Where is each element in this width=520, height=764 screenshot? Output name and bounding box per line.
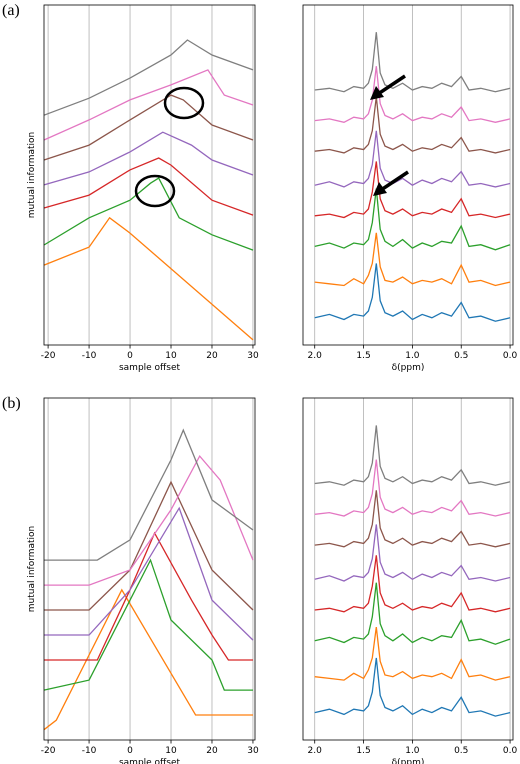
- x-tick-label: 20: [206, 746, 218, 756]
- series-line: [44, 506, 254, 641]
- series-line: [43, 69, 254, 141]
- x-tick-label: 0: [127, 746, 133, 756]
- series-line: [314, 161, 511, 219]
- series-line: [43, 177, 254, 251]
- x-tick-label: 30: [247, 351, 259, 361]
- series-line: [314, 657, 511, 717]
- series-line: [314, 582, 511, 645]
- series-line: [314, 490, 511, 548]
- series-line: [314, 188, 511, 251]
- x-tick-label: -10: [82, 351, 97, 361]
- x-axis-label: sample offset: [119, 758, 181, 764]
- series-line: [43, 558, 253, 691]
- series-line: [43, 94, 254, 161]
- x-tick-label: -20: [41, 351, 56, 361]
- series-line: [314, 555, 511, 613]
- x-axis-label: sample offset: [119, 363, 181, 373]
- panel-label: (b): [2, 395, 21, 412]
- series-line: [314, 263, 511, 322]
- series-line: [314, 32, 511, 93]
- x-tick-label: 1.0: [405, 746, 420, 756]
- x-tick-label: 20: [206, 351, 218, 361]
- x-tick-label: 1.0: [405, 351, 420, 361]
- arrow-shaft: [380, 170, 409, 192]
- series-line: [314, 425, 511, 486]
- annotations: [134, 74, 409, 208]
- plot-frame: [43, 4, 256, 346]
- series-line: [43, 157, 254, 216]
- arrow-shaft: [377, 74, 406, 96]
- x-tick-label: 0.0: [503, 351, 518, 361]
- y-axis-label: mutual information: [27, 526, 37, 613]
- series-line: [44, 428, 254, 561]
- series-line: [43, 131, 254, 186]
- circle-marker: [134, 174, 176, 208]
- circle-marker: [163, 86, 205, 120]
- panel-label: (a): [2, 2, 20, 19]
- x-tick-label: 10: [165, 746, 177, 756]
- series-line: [314, 130, 511, 188]
- x-tick-label: 10: [165, 351, 177, 361]
- series-line: [43, 588, 253, 731]
- arrow-head: [373, 182, 387, 196]
- x-tick-label: 2.0: [308, 746, 323, 756]
- y-axis-label: mutual information: [27, 132, 37, 219]
- plot-frame: [302, 397, 514, 741]
- x-axis-label: δ(ppm): [392, 363, 425, 373]
- x-axis-label: δ(ppm): [392, 758, 425, 764]
- plot-frame: [43, 397, 256, 741]
- x-tick-label: 2.0: [308, 351, 323, 361]
- series-line: [314, 66, 511, 123]
- x-tick-label: 0: [127, 351, 133, 361]
- x-tick-label: 1.5: [356, 746, 370, 756]
- x-tick-label: -10: [82, 746, 97, 756]
- x-tick-label: 0.5: [454, 351, 468, 361]
- series-line: [44, 531, 253, 661]
- x-tick-label: 1.5: [356, 351, 370, 361]
- x-tick-label: 0.0: [503, 746, 518, 756]
- series-line: [314, 459, 511, 517]
- series-line: [314, 232, 511, 287]
- series-line: [44, 480, 254, 611]
- x-tick-label: 0.5: [454, 746, 468, 756]
- x-tick-label: 30: [247, 746, 259, 756]
- series-line: [314, 96, 511, 154]
- x-tick-label: -20: [41, 746, 56, 756]
- series-line: [314, 627, 511, 681]
- series-line: [314, 524, 511, 582]
- series-line: [43, 39, 254, 116]
- series-line: [44, 454, 254, 586]
- plot-frame: [302, 4, 514, 346]
- arrow-head: [370, 86, 384, 100]
- series-line: [43, 216, 254, 341]
